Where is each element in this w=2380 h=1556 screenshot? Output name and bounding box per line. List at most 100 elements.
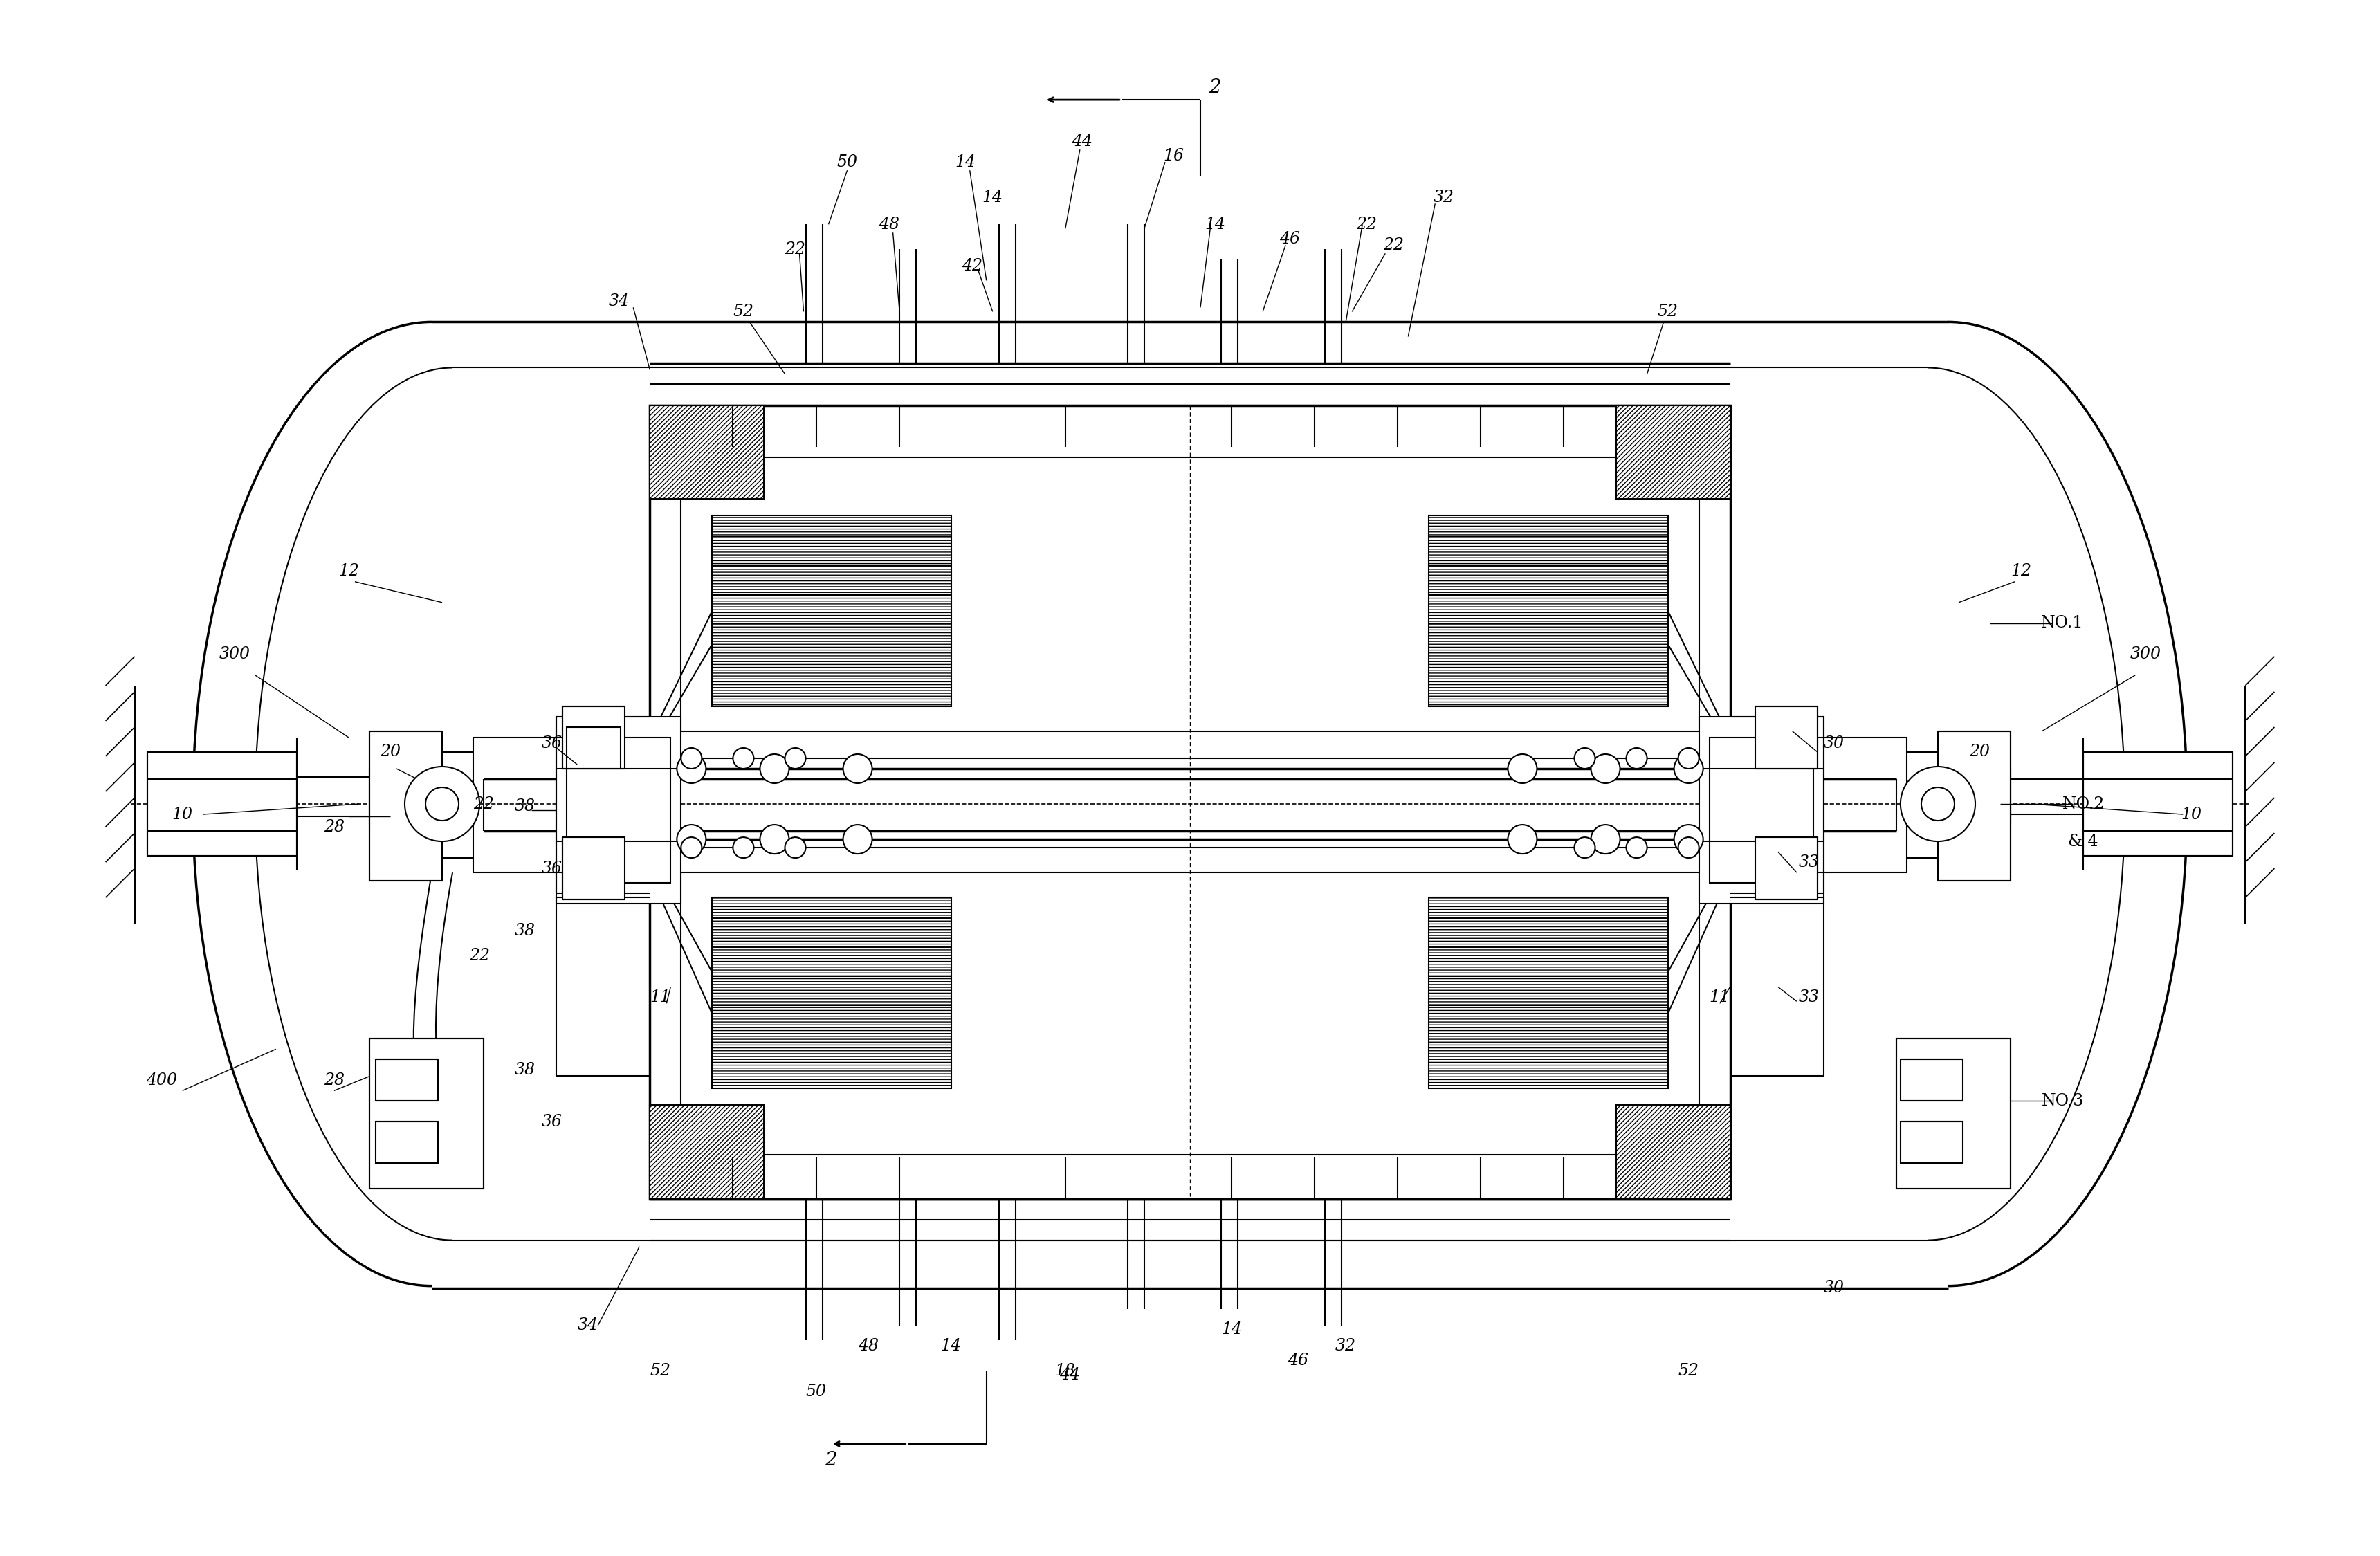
Circle shape: [1673, 755, 1704, 783]
Text: 22: 22: [785, 241, 807, 257]
Text: 52: 52: [650, 1363, 671, 1379]
Bar: [1428, 898, 1668, 1089]
Circle shape: [405, 767, 478, 842]
Text: NO.3: NO.3: [2042, 1092, 2085, 1109]
Text: 48: 48: [857, 1338, 878, 1354]
Text: 12: 12: [338, 563, 359, 579]
Text: NO.1: NO.1: [2042, 615, 2085, 632]
Bar: [681, 457, 1699, 731]
Text: 20: 20: [1968, 744, 1990, 759]
Bar: [1902, 1122, 1963, 1164]
Text: 33: 33: [1799, 990, 1818, 1005]
Bar: [712, 898, 952, 1089]
Text: 11: 11: [650, 990, 671, 1005]
Bar: [562, 706, 626, 769]
Bar: [1699, 717, 1823, 904]
Bar: [376, 1122, 438, 1164]
Text: 34: 34: [609, 293, 628, 310]
Bar: [1428, 515, 1668, 706]
Bar: [650, 405, 1730, 769]
Text: 52: 52: [1678, 1363, 1699, 1379]
Circle shape: [843, 755, 871, 783]
Text: 44: 44: [1071, 134, 1092, 149]
Bar: [1902, 1060, 1963, 1102]
Circle shape: [785, 837, 807, 857]
Text: 400: 400: [145, 1072, 176, 1088]
Text: 50: 50: [807, 1383, 826, 1400]
Text: 34: 34: [578, 1318, 597, 1333]
Text: 32: 32: [1335, 1338, 1357, 1354]
Text: 14: 14: [940, 1338, 962, 1354]
Text: 12: 12: [2011, 563, 2033, 579]
Circle shape: [1626, 748, 1647, 769]
Bar: [1754, 837, 1818, 899]
Circle shape: [1509, 755, 1537, 783]
Circle shape: [1590, 755, 1621, 783]
Bar: [566, 738, 671, 882]
Bar: [562, 837, 626, 899]
Text: 30: 30: [1823, 1281, 1844, 1296]
Circle shape: [759, 825, 790, 854]
Circle shape: [1921, 787, 1954, 820]
Circle shape: [785, 748, 807, 769]
Bar: [650, 1105, 764, 1198]
Text: 300: 300: [219, 646, 250, 663]
Text: 16: 16: [1164, 148, 1183, 163]
Circle shape: [1678, 837, 1699, 857]
Bar: [1754, 706, 1818, 769]
Text: 30: 30: [1823, 736, 1844, 752]
Bar: [1616, 1105, 1730, 1198]
Text: 50: 50: [838, 154, 857, 170]
Circle shape: [1673, 825, 1704, 854]
Bar: [369, 731, 443, 881]
Circle shape: [1678, 748, 1699, 769]
Circle shape: [426, 787, 459, 820]
Text: 36: 36: [543, 736, 562, 752]
Text: 22: 22: [1383, 237, 1404, 254]
Circle shape: [843, 825, 871, 854]
Text: 14: 14: [954, 154, 976, 170]
Circle shape: [1626, 837, 1647, 857]
Text: 48: 48: [878, 216, 900, 232]
Bar: [148, 752, 298, 856]
Text: 2: 2: [1209, 78, 1221, 96]
Text: 20: 20: [381, 744, 400, 759]
Bar: [650, 839, 1730, 1198]
Circle shape: [1509, 825, 1537, 854]
Bar: [1709, 738, 1814, 882]
Text: 14: 14: [983, 190, 1002, 205]
Text: 36: 36: [543, 1114, 562, 1130]
Text: 10: 10: [171, 806, 193, 822]
Text: 22: 22: [474, 797, 495, 812]
Text: 42: 42: [962, 258, 983, 274]
Text: 10: 10: [2180, 806, 2202, 822]
Text: 14: 14: [1221, 1321, 1242, 1338]
Bar: [681, 873, 1699, 1155]
Text: 52: 52: [733, 303, 754, 319]
Text: 22: 22: [1357, 216, 1378, 232]
Bar: [566, 727, 621, 769]
Bar: [369, 1039, 483, 1189]
Text: 33: 33: [1799, 854, 1818, 870]
Bar: [712, 515, 952, 706]
Bar: [1937, 731, 2011, 881]
Text: 11: 11: [1709, 990, 1730, 1005]
Bar: [376, 1060, 438, 1102]
Text: 32: 32: [1433, 190, 1454, 205]
Text: 44: 44: [1059, 1368, 1081, 1383]
Text: 300: 300: [2130, 646, 2161, 663]
Text: 2: 2: [823, 1452, 838, 1470]
Bar: [650, 405, 764, 498]
Text: 18: 18: [1054, 1363, 1076, 1379]
Bar: [557, 717, 681, 904]
Text: 36: 36: [543, 860, 562, 876]
Circle shape: [681, 748, 702, 769]
Bar: [2082, 752, 2232, 856]
Text: 38: 38: [514, 798, 536, 814]
Circle shape: [1902, 767, 1975, 842]
Text: NO.2: NO.2: [2061, 797, 2104, 812]
Text: 14: 14: [1204, 216, 1226, 232]
Bar: [1616, 405, 1730, 498]
Circle shape: [676, 825, 707, 854]
Circle shape: [733, 837, 754, 857]
